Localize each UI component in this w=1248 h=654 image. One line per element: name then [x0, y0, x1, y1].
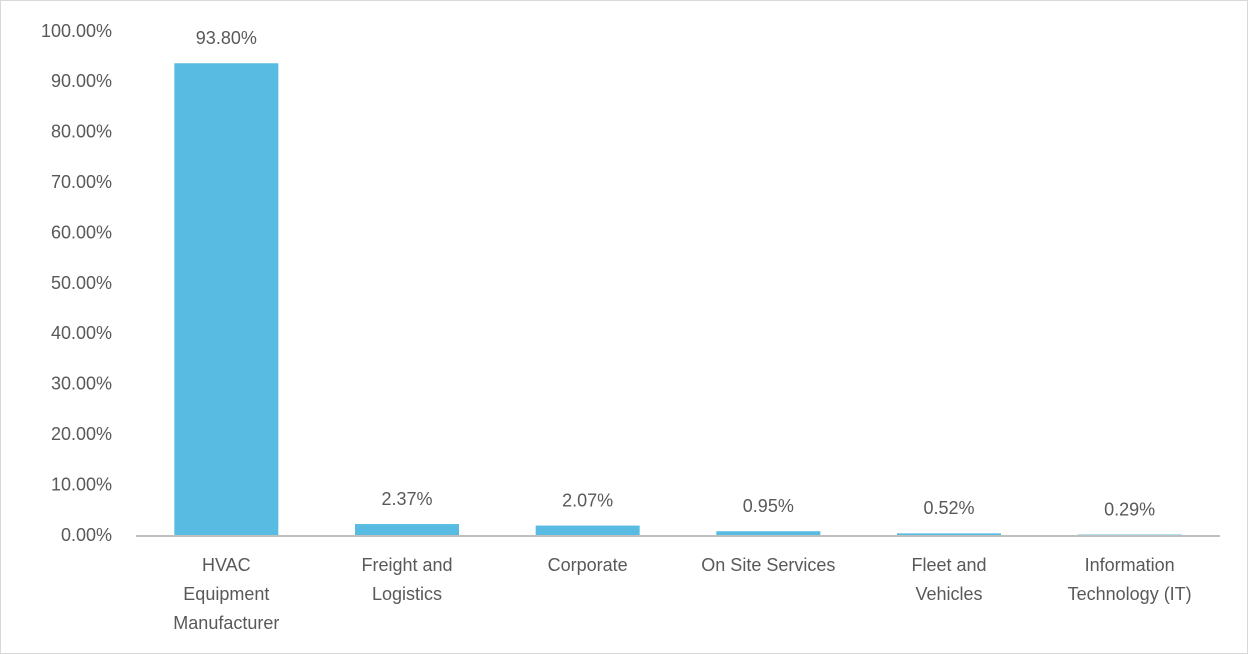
value-label: 0.95% [743, 496, 794, 516]
value-label: 2.37% [381, 489, 432, 509]
y-tick-label: 80.00% [51, 122, 112, 142]
value-label: 0.52% [923, 498, 974, 518]
x-tick-label: Corporate [548, 555, 628, 575]
y-tick-label: 90.00% [51, 71, 112, 91]
y-tick-label: 10.00% [51, 474, 112, 494]
y-tick-label: 0.00% [61, 525, 112, 545]
bar [174, 63, 279, 537]
value-label: 93.80% [196, 28, 257, 48]
value-label: 0.29% [1104, 499, 1155, 519]
y-tick-label: 70.00% [51, 172, 112, 192]
x-tick-label: Freight and [361, 555, 452, 575]
x-tick-label: Fleet and [911, 555, 986, 575]
y-tick-label: 50.00% [51, 273, 112, 293]
bar [535, 525, 640, 536]
x-tick-label: HVAC [202, 555, 251, 575]
value-label: 2.07% [562, 490, 613, 510]
y-tick-label: 100.00% [41, 21, 112, 41]
x-tick-label: Information [1085, 555, 1175, 575]
bar [355, 524, 459, 536]
y-tick-label: 40.00% [51, 323, 112, 343]
x-tick-label: Vehicles [915, 584, 982, 604]
bar [716, 531, 821, 536]
y-tick-label: 30.00% [51, 374, 112, 394]
x-tick-label: Technology (IT) [1068, 584, 1192, 604]
x-tick-label: Equipment [183, 584, 269, 604]
y-tick-label: 20.00% [51, 424, 112, 444]
x-tick-label: Manufacturer [173, 613, 279, 633]
x-tick-label: On Site Services [701, 555, 835, 575]
y-tick-label: 60.00% [51, 222, 112, 242]
x-tick-label: Logistics [372, 584, 442, 604]
bar [897, 533, 1001, 536]
